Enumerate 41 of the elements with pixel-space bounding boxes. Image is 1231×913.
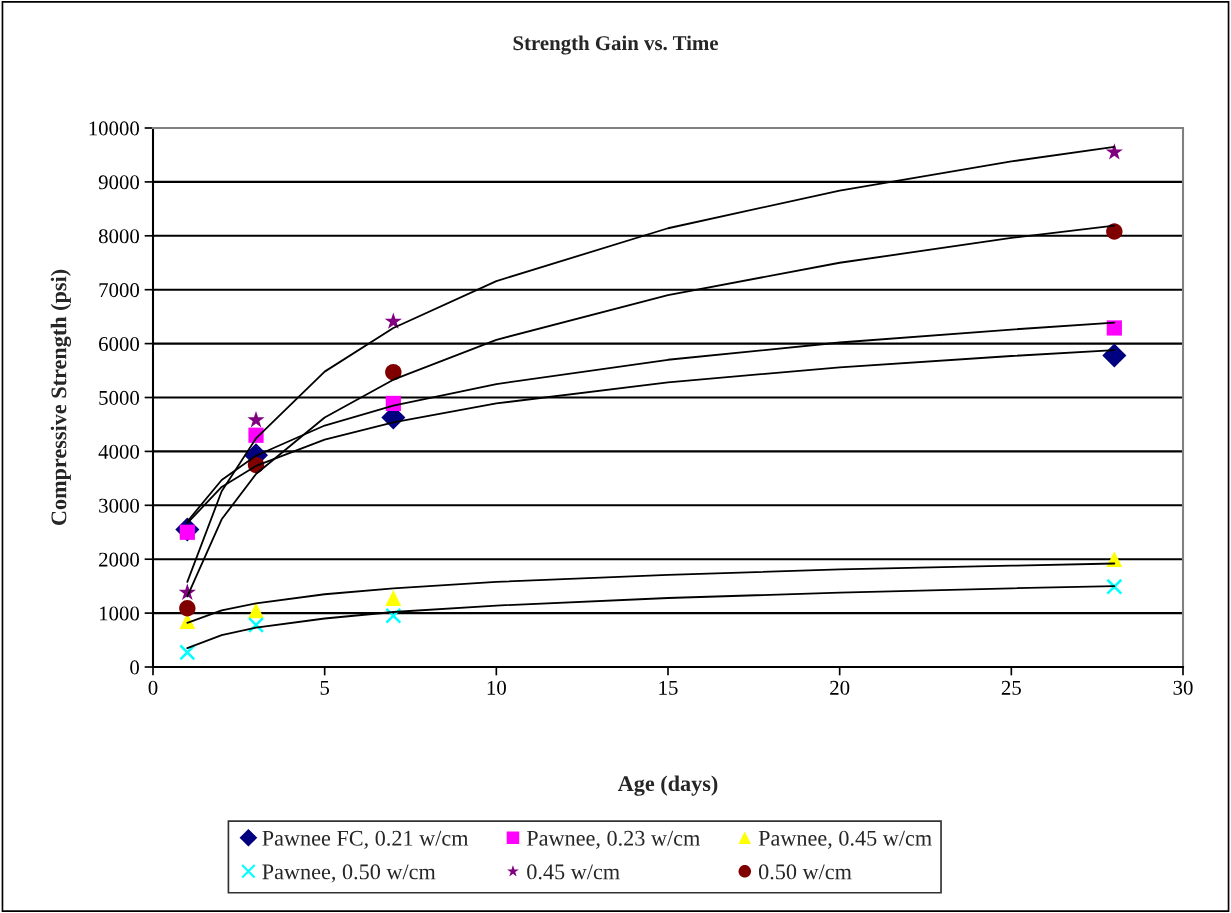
point [248,427,264,443]
y-tick-label: 3000 [99,498,140,513]
point [1102,343,1127,368]
legend-label: 0.50 w/cm [758,864,852,880]
point [385,590,402,606]
y-tick-label: 4000 [98,444,140,459]
point [247,616,265,634]
y-tick-label: 2000 [99,552,140,567]
legend-label: 0.45 w/cm [527,864,620,880]
y-tick-label: 6000 [99,336,140,352]
y-tick-label: 5000 [99,390,140,405]
chart-title: Strength Gain vs. Time [513,35,719,55]
point [384,312,402,329]
point [1105,143,1123,160]
x-tick-label: 15 [659,680,678,695]
x-tick-label: 20 [830,680,850,695]
point [1106,223,1123,240]
point [179,600,196,617]
point [385,363,402,381]
point [247,411,265,428]
y-tick-label: 0 [130,660,140,675]
y-tick-label: 8000 [98,229,140,244]
legend-label: Pawnee, 0.23 w/cm [526,830,700,849]
point [385,607,402,624]
x-tick-label: 10 [487,680,506,695]
legend-label: Pawnee FC, 0.21 w/cm [262,830,469,849]
y-tick-label: 7000 [99,283,140,298]
y-tick-label: 9000 [98,175,140,190]
y-axis-title: Compressive Strength (psi) [50,269,72,526]
x-tick-label: 5 [320,681,330,695]
legend-label: Pawnee, 0.50 w/cm [262,864,436,883]
legend-label: Pawnee, 0.45 w/cm [758,830,932,849]
y-tick-label: 1000 [99,606,140,621]
x-axis-title: Age (days) [617,775,718,796]
x-tick-label: 0 [148,680,158,695]
x-tick-label: 30 [1173,680,1193,695]
x-tick-label: 25 [1001,680,1021,695]
point [248,602,264,619]
point [179,644,196,661]
point [1106,320,1122,336]
y-tick-label: 10000 [89,121,140,136]
